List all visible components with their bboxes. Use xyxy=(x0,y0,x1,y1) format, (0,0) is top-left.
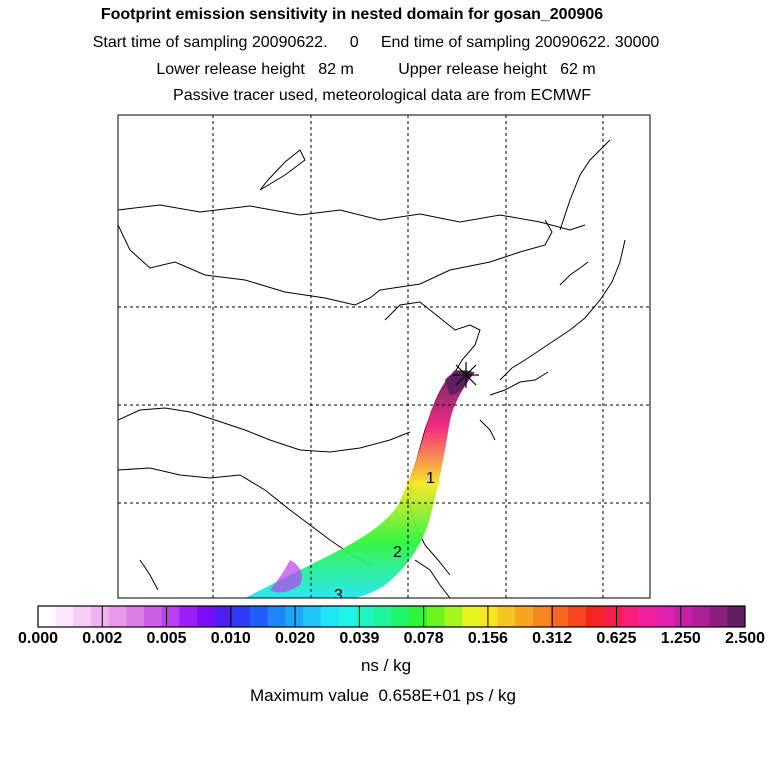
sampling-time-line: Start time of sampling 20090622. 0 End t… xyxy=(92,34,660,51)
colorbar-cell xyxy=(568,606,587,627)
colorbar-cell xyxy=(691,606,711,627)
colorbar-cell xyxy=(603,606,622,627)
colorbar-cell xyxy=(55,606,74,627)
release-height-line: Lower release height 82 m Upper release … xyxy=(156,61,596,78)
colorbar-tick-label: 0.156 xyxy=(467,630,508,647)
colorbar-cell xyxy=(197,606,216,627)
trajectory-label-1: 1 xyxy=(426,470,435,487)
colorbar-cell xyxy=(73,606,92,627)
colorbar-cell xyxy=(479,606,499,627)
colorbar-tick-label: 0.000 xyxy=(17,630,59,647)
colorbar-tick-label: 0.625 xyxy=(596,630,637,647)
colorbar-tick-label: 0.010 xyxy=(210,630,251,647)
colorbar-cell xyxy=(532,606,552,627)
colorbar-tick-label: 0.002 xyxy=(82,630,123,647)
colorbar-cell xyxy=(91,606,110,627)
colorbar-cell xyxy=(285,606,304,627)
trajectory-label-3: 3 xyxy=(334,587,343,604)
receptor-marker xyxy=(453,362,479,388)
gridlines xyxy=(118,115,650,598)
colorbar-tick-label: 1.250 xyxy=(660,630,701,647)
colorbar-cell xyxy=(267,606,286,627)
colorbar-tick-label: 0.005 xyxy=(146,630,187,647)
colorbar-cell xyxy=(108,606,127,627)
maximum-value: Maximum value 0.658E+01 ps / kg xyxy=(250,686,516,705)
colorbar-tick-label: 0.078 xyxy=(403,630,444,647)
colorbar-cell xyxy=(585,606,605,627)
colorbar-cell xyxy=(409,606,428,627)
colorbar-tick-label: 2.500 xyxy=(724,630,766,647)
colorbar-cell xyxy=(674,606,693,627)
colorbar-cell xyxy=(462,606,481,627)
colorbar-cell xyxy=(338,606,357,627)
colorbar-cell xyxy=(232,606,251,627)
colorbar-tick-label: 0.020 xyxy=(275,630,316,647)
colorbar-cell xyxy=(391,606,410,627)
colorbar-tick-label: 0.312 xyxy=(532,630,573,647)
colorbar-cell xyxy=(320,606,339,627)
colorbar-cell xyxy=(126,606,145,627)
colorbar-cell xyxy=(426,606,446,627)
colorbar-cell xyxy=(144,606,163,627)
map-content: 1 2 3 xyxy=(118,115,650,604)
colorbar-cell xyxy=(709,606,728,627)
colorbar-cell xyxy=(444,606,463,627)
colorbar-cell xyxy=(303,606,322,627)
plot-title: Footprint emission sensitivity in nested… xyxy=(100,6,604,23)
colorbar-cell xyxy=(515,606,534,627)
colorbar-cell xyxy=(250,606,269,627)
colorbar-cell xyxy=(727,606,746,627)
colorbar-cell xyxy=(214,606,233,627)
colorbar-cell xyxy=(621,606,640,627)
map-frame xyxy=(117,114,651,599)
colorbar-unit: ns / kg xyxy=(360,656,412,675)
colorbar-cell xyxy=(179,606,198,627)
tracer-info-line: Passive tracer used, meteorological data… xyxy=(173,87,591,104)
coastlines xyxy=(118,139,626,598)
colorbar-cell xyxy=(38,606,57,627)
colorbar-cell xyxy=(161,606,180,627)
colorbar-cell xyxy=(656,606,675,627)
colorbar-cell xyxy=(497,606,516,627)
trajectory-label-2: 2 xyxy=(393,544,402,561)
colorbar-tick-label: 0.039 xyxy=(339,630,380,647)
colorbar-cell xyxy=(356,606,375,627)
colorbar-cell xyxy=(638,606,658,627)
colorbar-cell xyxy=(373,606,392,627)
colorbar-cell xyxy=(550,606,569,627)
